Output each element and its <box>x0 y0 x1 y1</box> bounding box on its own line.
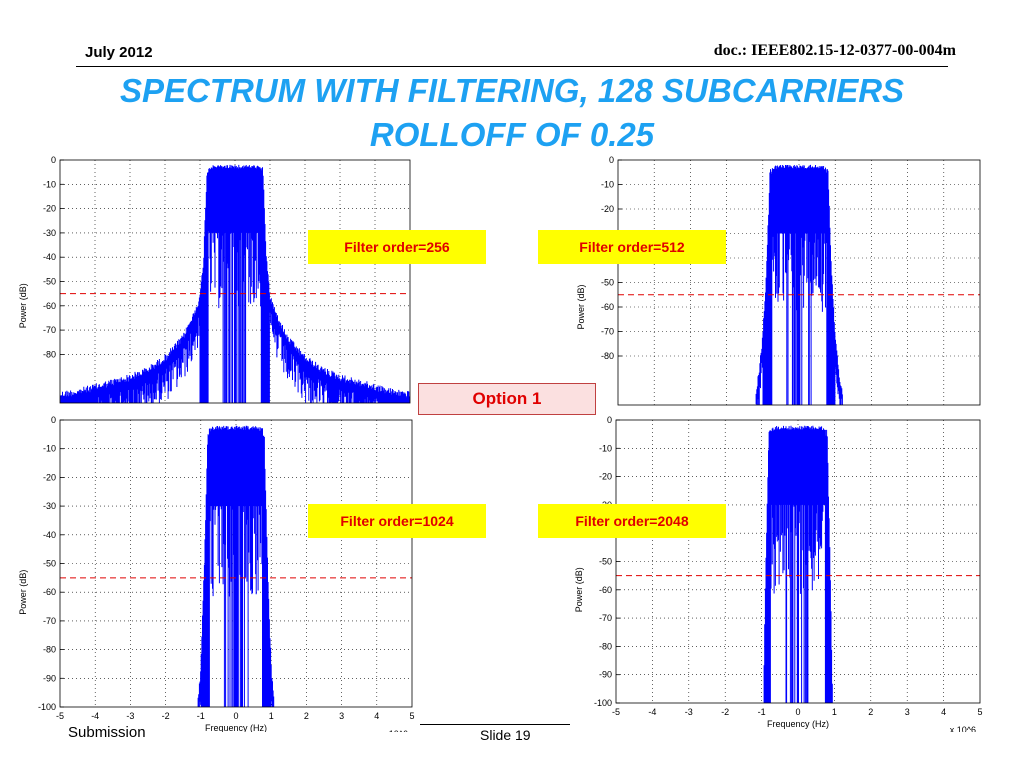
spectrum-plot-order-1024: 0-10-20-30-40-50-60-70-80-90-100-5 -4 -3 -2… <box>18 415 415 732</box>
y-tick-label: -60 <box>599 585 612 595</box>
x-tick-label: -4 <box>91 711 99 721</box>
x-tick-label: 2 <box>304 711 309 721</box>
y-tick-label: -40 <box>43 252 56 262</box>
y-tick-label: 0 <box>51 415 56 425</box>
x-tick-label: 3 <box>339 711 344 721</box>
header-date: July 2012 <box>85 44 153 61</box>
x-tick-label: 4 <box>374 711 379 721</box>
y-tick-label: -90 <box>599 670 612 680</box>
footer-divider <box>420 724 570 725</box>
filter-order-2048-label: Filter order=2048 <box>538 504 726 538</box>
x-axis-label: Frequency (Hz) <box>767 719 829 729</box>
y-tick-label: -60 <box>601 302 614 312</box>
x-tick-label: 3 <box>905 707 910 717</box>
y-tick-label: -10 <box>43 444 56 454</box>
option-label: Option 1 <box>418 383 596 415</box>
header-divider <box>76 66 948 67</box>
x-axis-multiplier: x 10^6 <box>382 729 408 732</box>
filter-order-512-label: Filter order=512 <box>538 230 726 264</box>
y-tick-label: -40 <box>43 530 56 540</box>
y-tick-label: -80 <box>43 349 56 359</box>
y-tick-label: 0 <box>607 415 612 425</box>
x-tick-label: 5 <box>977 707 982 717</box>
y-tick-label: -50 <box>601 278 614 288</box>
y-tick-label: -20 <box>43 472 56 482</box>
passband-core <box>209 431 263 507</box>
x-tick-label: -2 <box>721 707 729 717</box>
spectrum-plot-order-256: 0 -10 -20 -30 -40 -50 -60 -70 -80 Power (dB) <box>18 155 411 404</box>
slide-title-line2: ROLLOFF OF 0.25 <box>369 116 655 153</box>
y-tick-label: -90 <box>43 673 56 683</box>
y-tick-label: -80 <box>601 351 614 361</box>
y-tick-label: -70 <box>43 616 56 626</box>
footer-slide-number: Slide 19 <box>480 727 531 743</box>
slide-title-line1: SPECTRUM WITH FILTERING, 128 SUBCARRIERS <box>119 72 905 109</box>
x-axis-label: Frequency (Hz) <box>205 723 267 732</box>
y-tick-label: -20 <box>599 472 612 482</box>
x-tick-label: 4 <box>941 707 946 717</box>
y-tick-label: -20 <box>601 204 614 214</box>
header-doc-id: doc.: IEEE802.15-12-0377-00-004m <box>713 42 956 59</box>
y-tick-label: -70 <box>599 613 612 623</box>
spectrum-trace <box>755 164 843 405</box>
x-tick-label: 1 <box>269 711 274 721</box>
x-tick-label: -3 <box>685 707 693 717</box>
x-tick-label: -1 <box>197 711 205 721</box>
spectrum-plot-order-2048: 0-10-20-30-40-50-60-70-80-90-100-5-4-3-2… <box>574 415 983 732</box>
y-tick-label: -60 <box>43 587 56 597</box>
x-tick-label: -5 <box>612 707 620 717</box>
y-axis-label: Power (dB) <box>18 283 28 328</box>
y-axis-label: Power (dB) <box>574 567 584 612</box>
x-tick-label: -4 <box>648 707 656 717</box>
y-tick-label: -80 <box>599 641 612 651</box>
y-tick-label: -60 <box>43 301 56 311</box>
y-tick-label: -10 <box>601 180 614 190</box>
x-tick-label: -2 <box>162 711 170 721</box>
y-tick-label: -70 <box>43 325 56 335</box>
x-tick-label: 0 <box>233 711 238 721</box>
x-tick-label: 5 <box>409 711 414 721</box>
x-tick-label: 2 <box>868 707 873 717</box>
spectrum-trace <box>60 164 410 403</box>
footer-submission: Submission <box>68 724 146 741</box>
y-tick-label: -30 <box>43 501 56 511</box>
y-tick-label: -100 <box>38 702 56 712</box>
x-tick-label: -1 <box>758 707 766 717</box>
y-tick-label: -30 <box>43 228 56 238</box>
x-tick-label: -3 <box>126 711 134 721</box>
x-tick-label: 0 <box>795 707 800 717</box>
y-tick-label: -20 <box>43 204 56 214</box>
y-tick-label: 0 <box>51 155 56 165</box>
y-tick-label: -50 <box>599 557 612 567</box>
y-tick-label: 0 <box>609 155 614 165</box>
y-tick-label: -10 <box>43 179 56 189</box>
x-tick-label: 1 <box>832 707 837 717</box>
y-tick-label: -100 <box>594 698 612 708</box>
y-tick-label: -10 <box>599 443 612 453</box>
x-tick-label: -5 <box>56 711 64 721</box>
filter-order-256-label: Filter order=256 <box>308 230 486 264</box>
y-tick-label: -80 <box>43 645 56 655</box>
y-tick-label: -50 <box>43 277 56 287</box>
y-tick-label: -50 <box>43 559 56 569</box>
y-axis-label: Power (dB) <box>576 284 586 329</box>
spectrum-trace <box>197 425 275 707</box>
passband-core <box>771 169 827 234</box>
y-tick-label: -70 <box>601 327 614 337</box>
spectrum-trace <box>763 425 833 703</box>
filter-order-1024-label: Filter order=1024 <box>308 504 486 538</box>
x-axis-multiplier: x 10^6 <box>950 725 976 732</box>
passband-core <box>770 431 826 505</box>
y-axis-label: Power (dB) <box>18 570 28 615</box>
passband-core <box>208 169 262 233</box>
